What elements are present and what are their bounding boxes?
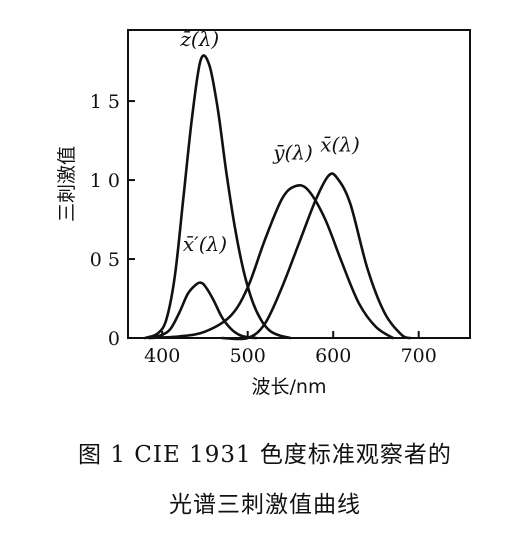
axis-ticks: 400 500 600 700 0 0 5 1 0 1 5 [90,91,437,367]
plot-area-border [127,29,471,339]
y-bar-label: ȳ(λ) [272,141,313,165]
x-tick-label: 500 [230,345,266,367]
x-bar-curve [220,172,412,341]
figure-caption-line-1: 图 1 CIE 1931 色度标准观察者的 [78,442,452,468]
y-bar-curve [148,184,395,340]
y-axis-label: 三刺激值 [56,146,78,222]
plot-frame [127,29,471,339]
x-axis-label: 波长/nm [252,376,327,398]
x-bar-prime-label: x̄′(λ) [183,232,227,256]
curves [143,54,412,341]
z-bar-curve [143,54,292,340]
x-bar-prime-curve [148,281,258,340]
chart: 400 500 600 700 0 0 5 1 0 1 5 z̄(λ) x̄′(λ) ȳ(λ) x̄… [56,27,471,398]
x-tick-label: 600 [315,345,351,367]
y-tick-label: 1 0 [90,170,120,192]
x-bar-label: x̄(λ) [320,133,360,157]
x-tick-label: 700 [401,345,437,367]
figure-caption-line-2: 光谱三刺激值曲线 [169,492,361,518]
y-tick-label: 1 5 [90,91,120,113]
curve-labels: z̄(λ) x̄′(λ) ȳ(λ) x̄(λ) [179,27,359,256]
y-tick-label: 0 [108,328,120,350]
z-bar-label: z̄(λ) [179,27,219,51]
x-tick-label: 400 [144,345,180,367]
y-tick-label: 0 5 [90,249,120,271]
